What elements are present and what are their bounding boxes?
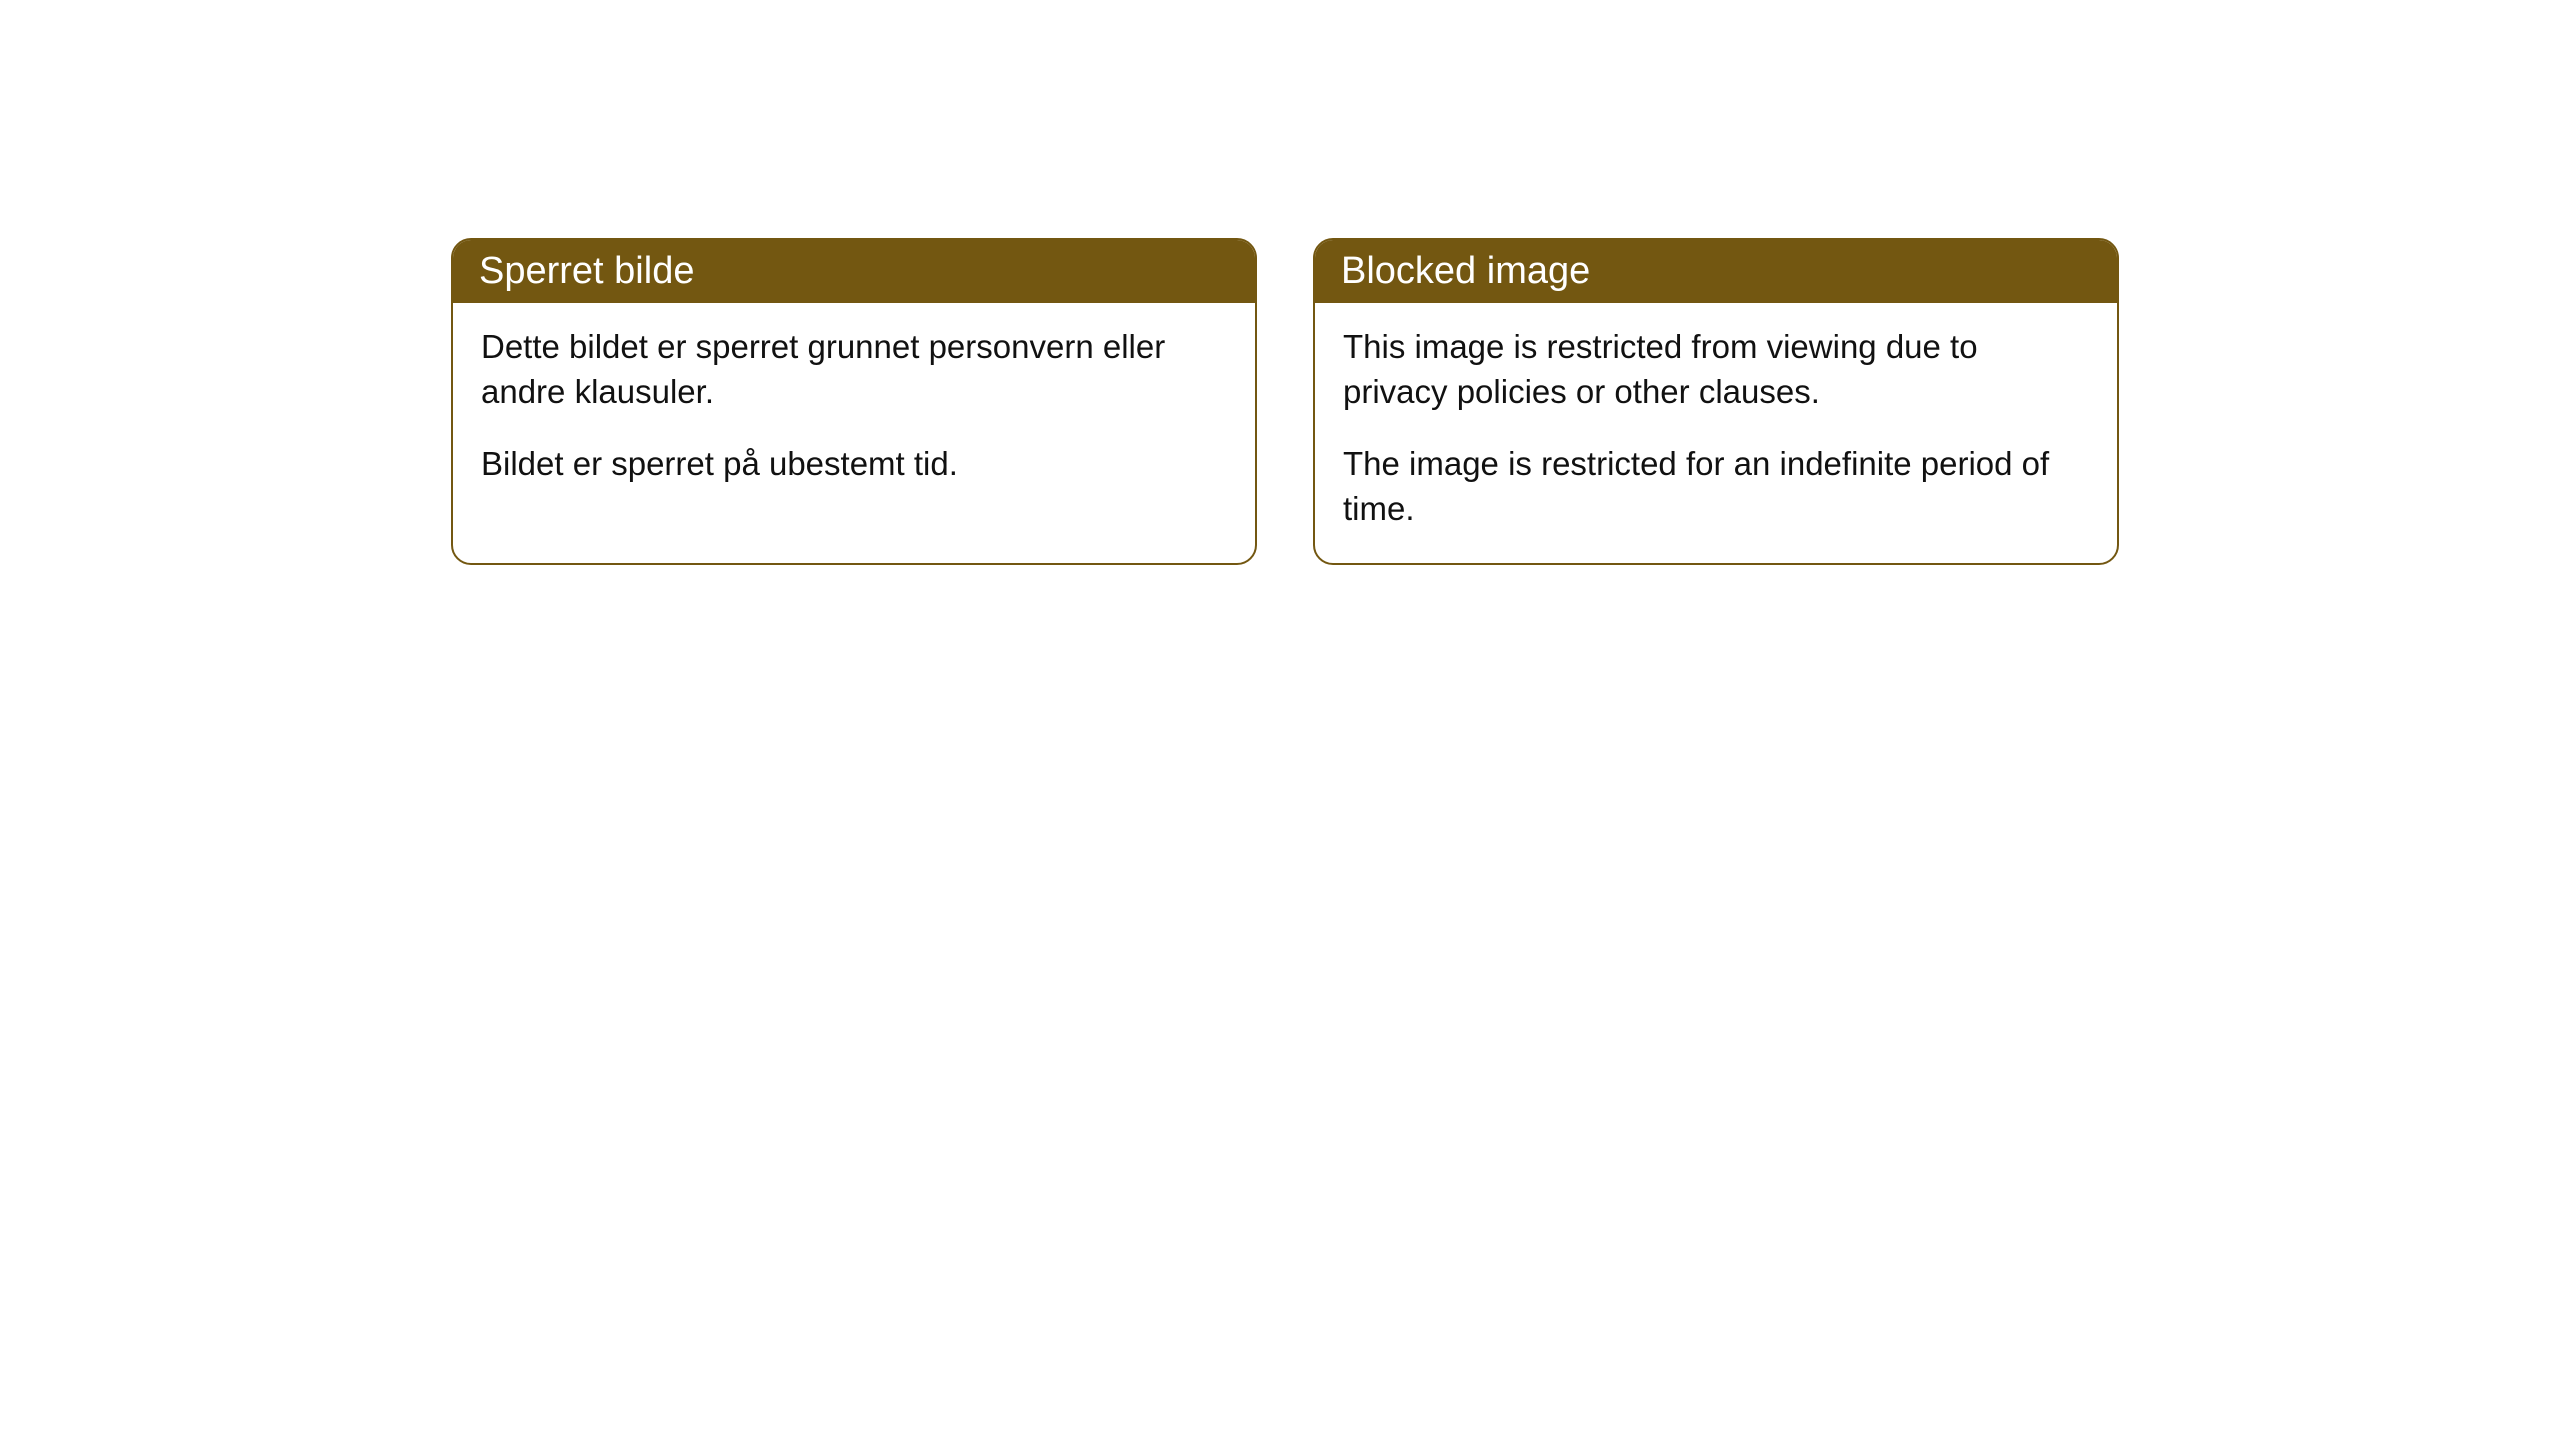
card-text-en-2: The image is restricted for an indefinit… <box>1343 442 2089 531</box>
blocked-image-card-en: Blocked image This image is restricted f… <box>1313 238 2119 565</box>
cards-container: Sperret bilde Dette bildet er sperret gr… <box>451 238 2119 565</box>
card-header-no: Sperret bilde <box>453 240 1255 303</box>
card-text-en-1: This image is restricted from viewing du… <box>1343 325 2089 414</box>
blocked-image-card-no: Sperret bilde Dette bildet er sperret gr… <box>451 238 1257 565</box>
card-header-en: Blocked image <box>1315 240 2117 303</box>
card-text-no-2: Bildet er sperret på ubestemt tid. <box>481 442 1227 487</box>
card-text-no-1: Dette bildet er sperret grunnet personve… <box>481 325 1227 414</box>
card-body-en: This image is restricted from viewing du… <box>1315 303 2117 563</box>
card-body-no: Dette bildet er sperret grunnet personve… <box>453 303 1255 519</box>
